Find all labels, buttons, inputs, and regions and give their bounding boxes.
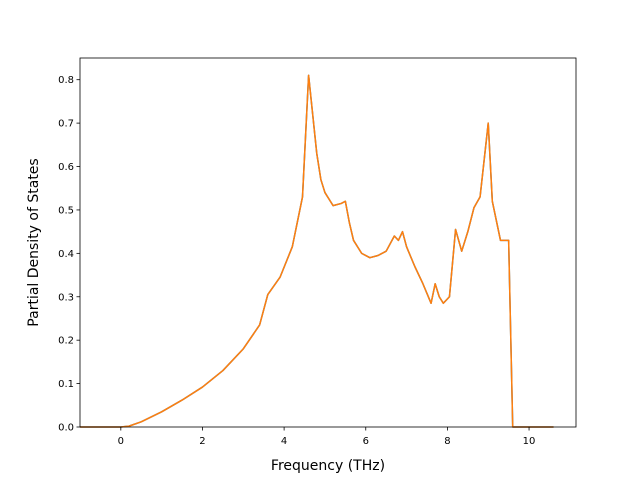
x-tick-label: 0 — [118, 436, 124, 447]
y-tick-label: 0.2 — [58, 336, 74, 347]
x-tick-label: 6 — [363, 436, 369, 447]
y-tick-label: 0.4 — [58, 249, 74, 260]
y-tick-label: 0.1 — [58, 379, 74, 390]
y-tick-label: 0.5 — [58, 205, 74, 216]
series-line-1 — [80, 74, 554, 428]
y-tick-label: 0.8 — [58, 75, 74, 86]
x-tick-label: 4 — [281, 436, 287, 447]
y-tick-label: 0.3 — [58, 292, 74, 303]
axes-frame — [79, 57, 577, 428]
y-axis-label: Partial Density of States — [26, 158, 42, 326]
axes-layer: 0 2 4 6 8 10 0.0 0.1 0.2 0.3 0.4 0.5 0.6 0.7 0.8 — [58, 57, 577, 447]
x-tick-label: 2 — [199, 436, 205, 447]
y-tick-label: 0.0 — [58, 423, 74, 434]
y-tick-label: 0.7 — [58, 119, 74, 130]
series-layer — [80, 74, 554, 428]
x-axis-label: Frequency (THz) — [271, 458, 385, 474]
x-tick-label: 10 — [523, 436, 536, 447]
x-tick-label: 8 — [444, 436, 450, 447]
plot-background — [80, 58, 576, 427]
y-tick-label: 0.6 — [58, 162, 74, 173]
plot-area — [80, 58, 576, 427]
